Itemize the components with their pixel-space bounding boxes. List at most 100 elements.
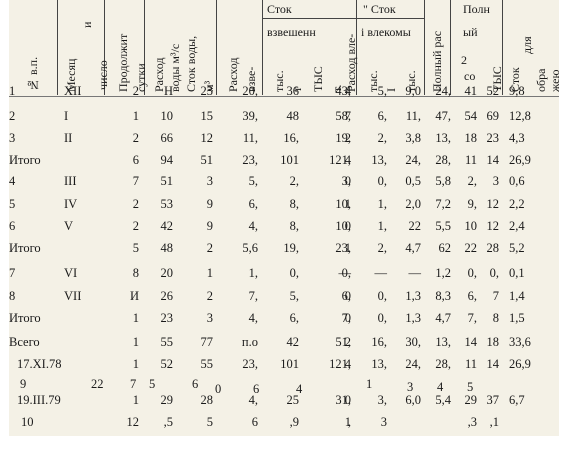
header-divider xyxy=(502,0,503,95)
table-cell-no: 1 xyxy=(9,84,16,98)
col-header-total-2: ый xyxy=(463,25,478,39)
table-cell-t2: 14 xyxy=(486,153,500,167)
table-cell-x: 6,7 xyxy=(509,393,525,407)
table-cell-t1: 9, xyxy=(467,197,477,211)
table-cell-month: I xyxy=(64,109,69,123)
table-cell-qs: 6 xyxy=(251,415,258,429)
table-cell-dur: 6 xyxy=(132,153,139,167)
table-cell-x: 5,2 xyxy=(509,241,525,255)
table-cell-w: 9 xyxy=(206,219,213,233)
table-cell-dur: 7 xyxy=(132,174,139,188)
scan-fragment: 4 xyxy=(296,382,303,396)
table-cell-s1: 8, xyxy=(289,219,299,233)
table-cell-w: 12 xyxy=(200,131,214,145)
col-header-total-sub-2: со xyxy=(464,69,476,83)
table-cell-x: 4,3 xyxy=(509,131,525,145)
col-header-last-3: обра xyxy=(534,68,548,92)
table-cell-qt: 13, xyxy=(435,335,451,349)
table-cell-t2: 69 xyxy=(486,109,500,123)
table-cell-dur: 2 xyxy=(132,131,139,145)
col-header-runoff-bedload: " Сток xyxy=(363,2,396,16)
col-header-month-extra: и xyxy=(80,21,94,28)
table-cell-s1: 101 xyxy=(280,153,299,167)
table-cell-no: Итого xyxy=(9,153,41,167)
col-header-total: Полн xyxy=(463,2,490,16)
table-cell-b1: 13, xyxy=(371,153,387,167)
table-cell-qs: 5, xyxy=(248,174,258,188)
table-cell-t1: 41 xyxy=(464,84,478,98)
table-cell-s1: 25 xyxy=(286,393,300,407)
table-sheet: № в.п. Месяц и число Продолжит сутки Рас… xyxy=(9,0,559,436)
table-cell-month: VII xyxy=(64,289,82,303)
table-cell-no: 2 xyxy=(9,109,16,123)
table-cell-q: 26 xyxy=(160,289,174,303)
table-cell-qb: 4 xyxy=(344,357,351,371)
table-cell-w: 9 xyxy=(206,197,213,211)
col-header-month: Месяц xyxy=(64,58,78,92)
table-cell-s1: 8, xyxy=(289,197,299,211)
table-cell-qs: 5,6 xyxy=(242,241,258,255)
table-cell-t1: 18 xyxy=(464,131,478,145)
table-cell-q: 66 xyxy=(160,131,174,145)
table-cell-b2: 4,7 xyxy=(405,241,421,255)
table-cell-w: 77 xyxy=(200,335,214,349)
table-cell-s1: 6, xyxy=(289,311,299,325)
scan-fragment: 5 xyxy=(149,377,156,391)
table-cell-b1: 2, xyxy=(377,131,387,145)
table-cell-s2: 10, xyxy=(335,219,351,233)
header-divider xyxy=(356,0,357,95)
table-cell-t2: ,1 xyxy=(489,415,499,429)
table-cell-no: Всего xyxy=(9,335,40,349)
table-cell-t1: 7, xyxy=(467,311,477,325)
table-cell-month: ХII xyxy=(64,84,82,98)
table-cell-no: 7 xyxy=(9,266,16,280)
table-cell-qt: 62 xyxy=(438,241,452,255)
header-divider xyxy=(104,0,105,95)
table-cell-x: 0,6 xyxy=(509,174,525,188)
table-cell-b2: 6,0 xyxy=(405,393,421,407)
table-cell-qb: 0 xyxy=(344,311,351,325)
table-cell-b2: 11, xyxy=(405,109,421,123)
header-divider xyxy=(144,0,145,95)
table-cell-s2: 43, xyxy=(335,84,351,98)
table-cell-s2: 6, xyxy=(341,289,351,303)
table-cell-b1: 13, xyxy=(371,357,387,371)
table-cell-s1: 36 xyxy=(286,84,300,98)
col-header-water-discharge: Расход xyxy=(152,57,166,92)
table-cell-t2: 12 xyxy=(486,219,500,233)
table-cell-no: 5 xyxy=(9,197,16,211)
table-cell-t1: 0, xyxy=(467,266,477,280)
table-cell-no: 19.III.79 xyxy=(17,393,61,407)
table-cell-qs: 4, xyxy=(248,311,258,325)
table-cell-qb: 4 xyxy=(344,84,351,98)
table-cell-s2: 10, xyxy=(335,197,351,211)
table-cell-b1: 2, xyxy=(377,241,387,255)
table-cell-x: 1,5 xyxy=(509,311,525,325)
table-cell-b2: 0,5 xyxy=(405,174,421,188)
table-cell-b2: 1,3 xyxy=(405,311,421,325)
table-cell-x: 12,8 xyxy=(509,109,531,123)
table-cell-dur: 2 xyxy=(132,84,139,98)
table-cell-no: 10 xyxy=(21,415,34,429)
table-cell-b1: 0, xyxy=(377,174,387,188)
table-cell-qb: 0 xyxy=(344,393,351,407)
table-cell-x: 9,8 xyxy=(509,84,525,98)
table-cell-s1: 0, xyxy=(289,266,299,280)
table-cell-month: V xyxy=(64,219,74,233)
table-cell-x: 2,4 xyxy=(509,219,525,233)
table-cell-t1: 29 xyxy=(464,393,478,407)
table-cell-w: 1 xyxy=(206,266,213,280)
table-cell-dur: 1 xyxy=(132,393,139,407)
table-cell-b2: 24, xyxy=(405,357,421,371)
table-cell-s2: 58, xyxy=(335,109,351,123)
table-cell-qs: 7, xyxy=(248,289,258,303)
table-cell-dur: 5 xyxy=(132,241,139,255)
col-header-total-discharge: Полный рас xyxy=(430,30,444,92)
table-cell-b2: 1,3 xyxy=(405,289,421,303)
table-cell-w: 23 xyxy=(200,84,214,98)
col-header-bedload-discharge: Расход вле- xyxy=(344,33,358,92)
table-cell-t2: 37 xyxy=(486,393,500,407)
table-cell-qs: 23, xyxy=(242,153,258,167)
table-cell-qs: 11, xyxy=(242,131,258,145)
table-cell-no: 8 xyxy=(9,289,16,303)
